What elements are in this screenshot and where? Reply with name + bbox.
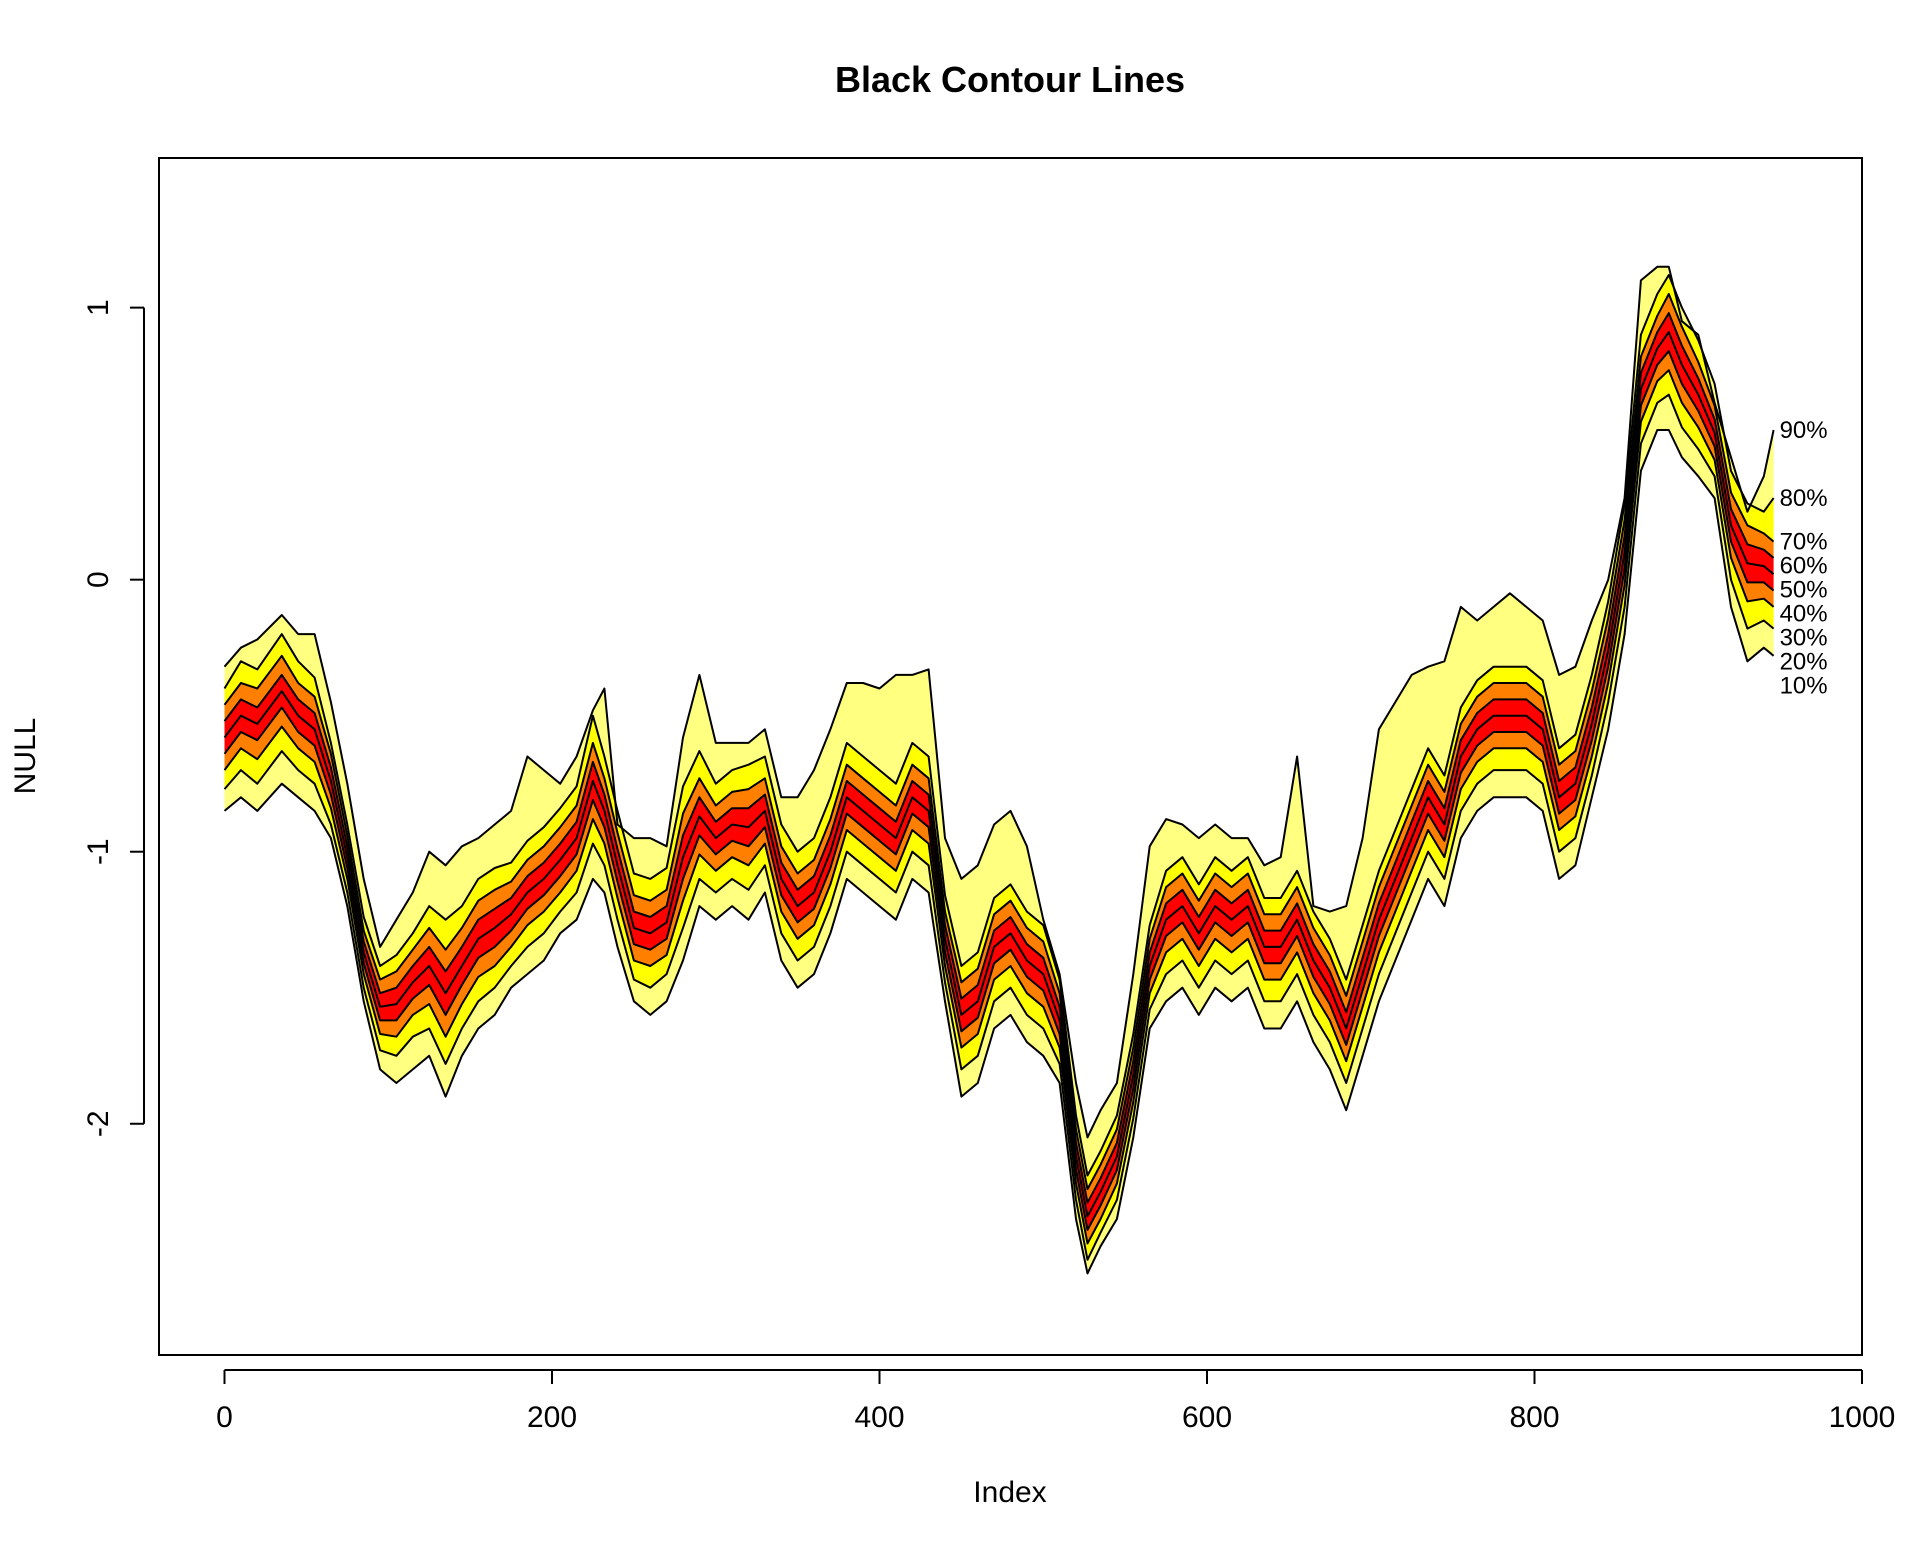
contour-10pct bbox=[223, 429, 1775, 1275]
percentile-label-80pct: 80% bbox=[1780, 485, 1828, 512]
contour-30pct bbox=[223, 369, 1775, 1245]
percentile-labels: 90% 80% 70%60%50%40%30%20%10% bbox=[1780, 417, 1828, 700]
contour-50pct bbox=[223, 331, 1775, 1218]
x-tick-label: 400 bbox=[854, 1401, 904, 1434]
percentile-label-10pct: 10% bbox=[1780, 673, 1828, 700]
percentile-label-60pct: 60% bbox=[1780, 553, 1828, 580]
percentile-label-20pct: 20% bbox=[1780, 649, 1828, 676]
x-axis: 0 200 400 600 800 1000 bbox=[216, 1369, 1896, 1434]
band-20pct-30pct bbox=[224, 370, 1774, 1260]
percentile-label-70pct: 70% bbox=[1780, 529, 1828, 556]
percentile-label-50pct: 50% bbox=[1780, 577, 1828, 604]
plot-frame bbox=[158, 157, 1863, 1356]
percentile-label-40pct: 40% bbox=[1780, 601, 1828, 628]
y-axis-label: NULL bbox=[9, 718, 42, 795]
y-tick-label: -2 bbox=[82, 1110, 115, 1137]
y-axis: -2 -1 0 1 bbox=[82, 299, 145, 1137]
y-tick-label: 1 bbox=[82, 299, 115, 316]
y-tick-label: -1 bbox=[82, 838, 115, 865]
y-tick-label: 0 bbox=[82, 571, 115, 588]
contour-40pct bbox=[223, 350, 1775, 1231]
contour-90pct bbox=[223, 265, 1775, 1139]
percentile-label-30pct: 30% bbox=[1780, 625, 1828, 652]
contour-80pct bbox=[223, 274, 1775, 1177]
contour-60pct bbox=[223, 312, 1775, 1204]
x-tick-label: 600 bbox=[1182, 1401, 1232, 1434]
x-tick-label: 200 bbox=[527, 1401, 577, 1434]
x-tick-label: 800 bbox=[1509, 1401, 1559, 1434]
contour-20pct bbox=[223, 393, 1775, 1261]
fan-bands bbox=[224, 266, 1774, 1274]
x-tick-label: 1000 bbox=[1829, 1401, 1896, 1434]
contour-lines bbox=[223, 265, 1775, 1275]
x-tick-label: 0 bbox=[216, 1401, 233, 1434]
x-axis-label: Index bbox=[973, 1476, 1046, 1509]
chart-title: Black Contour Lines bbox=[835, 59, 1185, 100]
percentile-label-90pct: 90% bbox=[1780, 417, 1828, 444]
contour-70pct bbox=[223, 293, 1775, 1191]
